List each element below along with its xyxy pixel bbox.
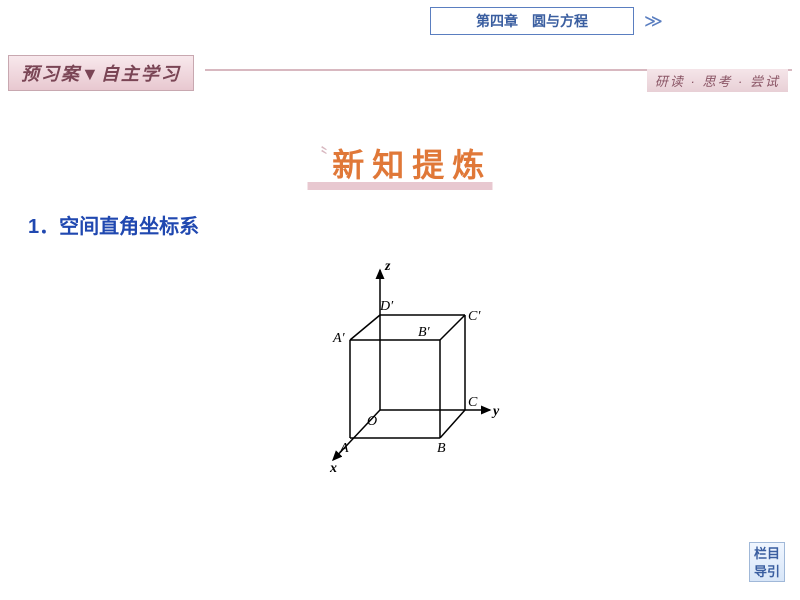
subtitle-number: 1． [28,216,59,238]
label-C: C [468,395,478,410]
axis-x-label: x [329,461,337,476]
nav-line1: 栏目 [750,545,784,563]
label-A: A [339,441,349,456]
axis-y-label: y [491,404,500,419]
label-O: O [367,414,377,429]
label-Bp: B′ [418,325,431,340]
nav-guide-button[interactable]: 栏目 导引 [749,542,785,582]
subtitle-text: 空间直角坐标系 [59,216,199,238]
label-B: B [437,441,446,456]
section-banner: 预习案▼自主学习 研读 · 思考 · 尝试 [0,55,800,85]
quote-icon: 〝 [308,146,328,168]
axis-z-label: z [384,260,391,274]
main-title: 新知提炼 [332,147,492,183]
main-title-box: 〝 新知提炼 [308,140,493,190]
nav-line2: 导引 [750,563,784,581]
label-Dp: D′ [379,299,394,314]
label-Cp: C′ [468,309,481,324]
chapter-header: 第四章 圆与方程 ≫ [430,8,770,34]
section-banner-right: 研读 · 思考 · 尝试 [647,69,788,92]
label-Ap: A′ [332,331,346,346]
cube-diagram: z y x O A B C A′ B′ C′ D′ [285,260,515,480]
arrow-icon: ≫ [644,11,660,32]
chapter-title: 第四章 圆与方程 [430,7,634,35]
section-subtitle: 1．空间直角坐标系 [28,210,199,239]
section-banner-left: 预习案▼自主学习 [8,55,194,91]
